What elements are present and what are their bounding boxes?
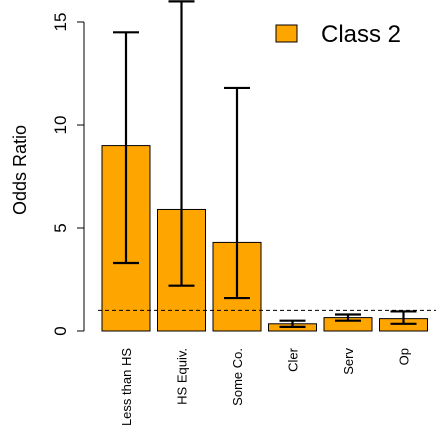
legend-label: Class 2	[321, 21, 401, 48]
error-bars-layer	[113, 0, 417, 328]
error-bar	[335, 313, 361, 322]
y-tick-label: 10	[51, 116, 70, 135]
y-tick-label: 15	[51, 13, 70, 32]
x-tick-label: Some Co.	[230, 348, 245, 406]
bars-layer	[101, 145, 428, 332]
x-tick-label: HS Equiv.	[175, 348, 190, 405]
y-tick-label: 0	[51, 326, 70, 335]
y-axis: 0 5 10 15	[51, 13, 85, 336]
x-tick-label: Op	[397, 348, 412, 365]
x-axis-labels: Less than HS HS Equiv. Some Co. Cler Serv Op	[119, 347, 412, 426]
error-bar	[168, 0, 195, 287]
y-tick-label: 5	[51, 223, 70, 232]
y-axis-title: Odds Ratio	[10, 125, 30, 215]
x-tick-label: Less than HS	[119, 348, 134, 426]
error-bar	[279, 319, 306, 328]
legend-swatch	[275, 24, 298, 43]
error-bar	[113, 31, 139, 265]
legend: Class 2	[275, 21, 401, 48]
x-tick-label: Cler	[286, 347, 301, 372]
error-bar	[390, 310, 417, 325]
x-tick-label: Serv	[341, 348, 356, 375]
error-bar	[224, 86, 250, 300]
